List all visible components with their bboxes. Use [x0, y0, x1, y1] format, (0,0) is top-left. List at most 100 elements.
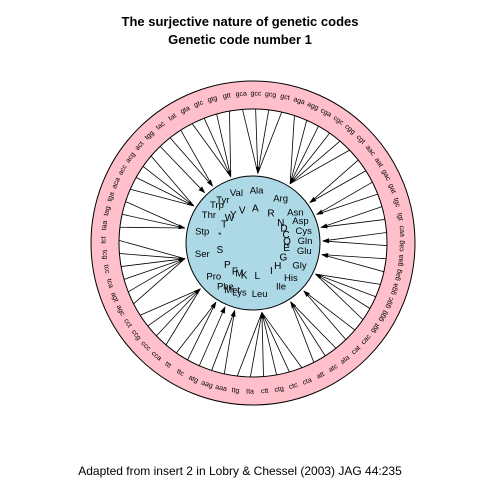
- codon-label: caa: [398, 225, 406, 237]
- codon-label: tgt: [396, 212, 404, 221]
- arrowhead: [290, 301, 297, 309]
- codon-label: cag: [398, 240, 405, 252]
- amino-acid-label: Ser: [195, 249, 210, 260]
- arrowhead: [210, 301, 217, 309]
- codon-label: aag: [200, 380, 213, 390]
- codon-label: gat: [387, 183, 397, 195]
- codon-connector: [130, 188, 194, 207]
- codon-label: ctc: [288, 382, 299, 391]
- codon-label: att: [316, 371, 326, 381]
- caption: Adapted from insert 2 in Lobry & Chessel…: [78, 464, 402, 478]
- codon-connector: [289, 125, 319, 184]
- codon-label: ttc: [175, 368, 185, 378]
- amino-acid-label: Tyr: [216, 195, 229, 206]
- arrowhead: [320, 223, 328, 229]
- codon-connector: [315, 273, 371, 309]
- amino-acid-letter: K: [241, 270, 248, 281]
- amino-acid-label: Asp: [292, 216, 308, 227]
- codon-label: gtt: [222, 92, 231, 100]
- arrowhead: [309, 196, 317, 203]
- amino-acid-letter: Q: [283, 237, 291, 248]
- amino-acid-label: Lys: [232, 288, 247, 299]
- codon-connector: [169, 137, 213, 187]
- amino-acid-letter: T: [221, 219, 227, 230]
- codon-label: gga: [390, 282, 400, 295]
- codon-connector: [176, 302, 217, 354]
- codon-label: gcc: [250, 90, 262, 97]
- amino-acid-label: Stp: [195, 226, 209, 237]
- codon-label: tgg: [144, 130, 156, 142]
- codon-connector: [309, 159, 359, 203]
- arrowhead: [289, 177, 296, 185]
- arrowhead: [178, 257, 186, 263]
- amino-acid-label: Met: [224, 285, 240, 296]
- codon-label: gtc: [193, 99, 205, 109]
- codon-connector: [125, 201, 185, 229]
- codon-label: ttt: [163, 361, 172, 370]
- codon-label: gtg: [207, 95, 218, 104]
- codon-connector: [191, 123, 232, 177]
- amino-acid-letter: H: [274, 261, 281, 272]
- codon-connector: [315, 273, 381, 285]
- codon-label: cat: [350, 345, 362, 357]
- arrowhead: [321, 253, 329, 259]
- codon-label: tta: [246, 388, 254, 395]
- codon-label: acc: [117, 163, 129, 176]
- codon-connector: [257, 109, 270, 174]
- amino-acid-letter: D: [280, 224, 287, 235]
- amino-acid-label: Ala: [250, 186, 264, 197]
- arrowhead: [226, 170, 232, 178]
- codon-labels: gca gcc gcg gct aga aggcgacgccggcgtaacaatgacg…: [100, 90, 405, 395]
- codon-label: ttg: [231, 387, 240, 395]
- codon-connector: [290, 301, 326, 357]
- codon-connector: [316, 181, 373, 215]
- codon-connector: [322, 254, 387, 260]
- amino-acid-letter: C: [283, 230, 290, 241]
- codon-connector: [118, 239, 185, 260]
- codon-connector: [128, 258, 185, 293]
- amino-acid-label: Gln: [298, 236, 313, 247]
- codon-connectors: [118, 109, 387, 378]
- codon-connector: [315, 273, 364, 320]
- codon-connector: [303, 290, 347, 340]
- codon-label: aga: [292, 96, 305, 106]
- arrowhead: [303, 290, 311, 297]
- codon-connector: [321, 254, 384, 273]
- codon-connector: [133, 258, 186, 305]
- arrowhead: [206, 179, 213, 187]
- codon-connector: [180, 129, 213, 187]
- arrowhead: [230, 309, 236, 317]
- amino-acid-label: Leu: [252, 289, 268, 300]
- codon-label: ctg: [274, 385, 285, 394]
- codon-connector: [257, 111, 283, 174]
- amino-acid-label: Ile: [276, 281, 286, 292]
- codon-connector: [289, 120, 308, 184]
- amino-acid-letter: P: [224, 260, 231, 271]
- codon-connector: [322, 232, 387, 242]
- codon-connector: [122, 213, 185, 229]
- codon-label: gct: [280, 93, 291, 102]
- amino-acid-letter: I: [270, 266, 273, 277]
- amino-acid-label: Asn: [287, 207, 303, 218]
- codon-connector: [119, 253, 185, 260]
- arrowhead: [178, 224, 186, 230]
- amino-acid-letter: S: [217, 245, 224, 256]
- codon-connector: [261, 312, 290, 373]
- amino-acid-letter: E: [283, 243, 290, 254]
- inner-disc: [185, 175, 321, 311]
- amino-acid-label: Thr: [202, 210, 216, 221]
- codon-label: gca: [235, 91, 247, 99]
- codon-connector: [289, 115, 295, 184]
- codon-connector: [150, 155, 194, 207]
- amino-acid-letter: N: [277, 218, 284, 229]
- arrowhead: [194, 288, 201, 295]
- codon-connector: [321, 219, 385, 228]
- codon-label: ggt: [370, 322, 381, 334]
- codon-label: tag: [103, 205, 112, 216]
- codon-label: agc: [115, 304, 127, 318]
- codon-label: cga: [319, 107, 332, 119]
- codon-label: ggg: [377, 309, 389, 323]
- codon-connector: [135, 177, 194, 207]
- codon-label: atc: [328, 363, 340, 374]
